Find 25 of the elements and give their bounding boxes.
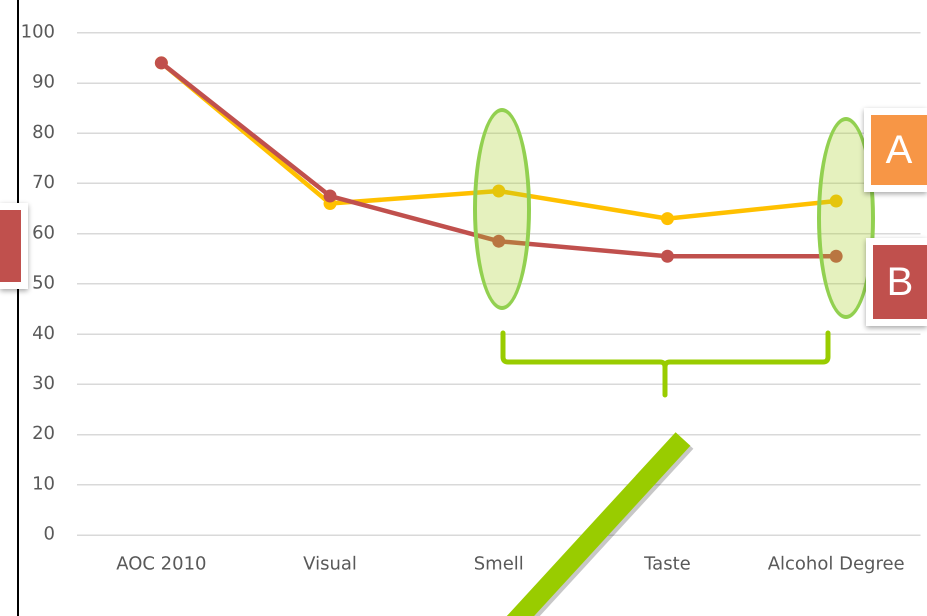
point bbox=[660, 212, 674, 226]
point bbox=[324, 190, 337, 203]
x-tick-label: Alcohol Degree bbox=[768, 553, 905, 574]
point bbox=[492, 234, 506, 248]
y-tick-label: 0 bbox=[44, 524, 55, 545]
point bbox=[830, 250, 843, 263]
y-tick-label: 20 bbox=[32, 423, 55, 444]
y-tick-label: 90 bbox=[32, 72, 55, 93]
y-tick-label: 70 bbox=[32, 172, 55, 194]
series-label: A bbox=[864, 108, 927, 192]
y-tick-label: 40 bbox=[32, 322, 55, 344]
point bbox=[660, 250, 674, 263]
point bbox=[830, 194, 843, 208]
y-tick-label: 100 bbox=[20, 21, 55, 42]
y-tick-label: 30 bbox=[32, 373, 55, 394]
x-tick-label: Visual bbox=[303, 553, 357, 574]
point bbox=[492, 184, 506, 198]
series-label: B bbox=[866, 238, 927, 326]
x-tick-label: Taste bbox=[643, 553, 691, 574]
y-tick-label: 10 bbox=[32, 473, 55, 494]
x-tick-label: Smell bbox=[474, 553, 524, 574]
y-tick-label: 60 bbox=[32, 222, 55, 244]
y-tick-label: 80 bbox=[32, 122, 55, 143]
x-tick-label: AOC 2010 bbox=[116, 553, 206, 574]
y-tick-label: 50 bbox=[32, 272, 55, 294]
